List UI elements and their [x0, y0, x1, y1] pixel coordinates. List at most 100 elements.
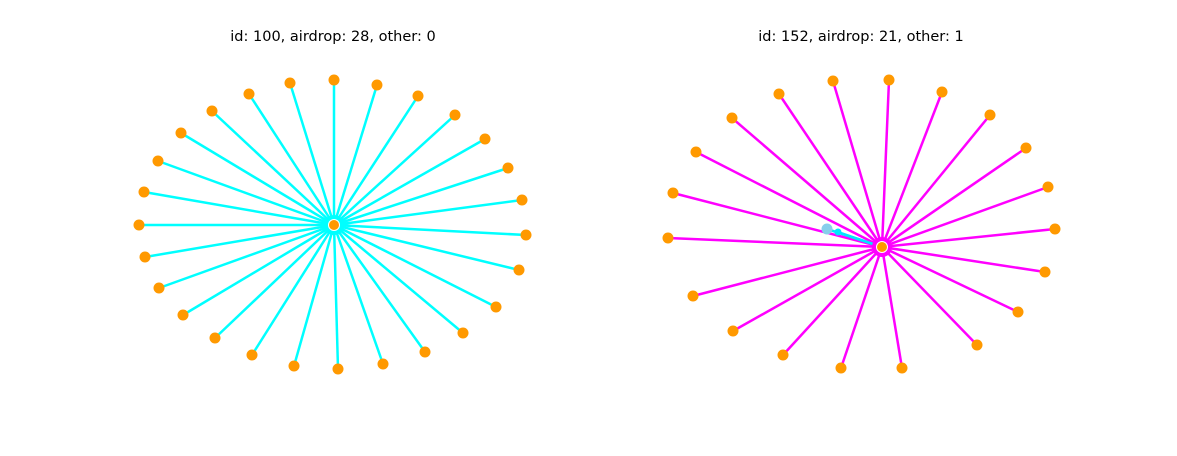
- node: [971, 339, 983, 351]
- edge: [333, 114, 456, 226]
- edge: [881, 246, 978, 346]
- edge: [880, 91, 944, 248]
- graph-panel: [662, 74, 1061, 374]
- edge: [880, 79, 891, 248]
- edge: [250, 224, 336, 356]
- edge: [695, 150, 883, 249]
- edge: [180, 131, 335, 227]
- edge: [332, 224, 340, 370]
- edge: [333, 198, 523, 227]
- node: [288, 360, 300, 372]
- edge: [333, 223, 497, 309]
- edge: [672, 191, 883, 249]
- node: [209, 332, 221, 344]
- edge: [831, 80, 884, 248]
- edge: [881, 146, 1027, 249]
- node: [377, 358, 389, 370]
- edge: [247, 93, 336, 226]
- node: [153, 282, 165, 294]
- node: [984, 109, 996, 121]
- edge: [881, 245, 1046, 274]
- edge: [144, 223, 335, 259]
- node: [1049, 223, 1061, 235]
- edge: [333, 166, 509, 227]
- edge: [143, 190, 335, 227]
- node: [328, 74, 340, 86]
- node: [502, 162, 514, 174]
- edge: [881, 185, 1049, 249]
- node: [520, 229, 532, 241]
- node: [1020, 142, 1032, 154]
- node: [687, 290, 699, 302]
- node: [412, 90, 424, 102]
- edge: [182, 223, 335, 317]
- edge: [333, 224, 464, 334]
- node: [821, 223, 833, 235]
- node: [139, 251, 151, 263]
- node: [835, 362, 847, 374]
- edge: [333, 223, 527, 237]
- edge: [839, 246, 884, 369]
- node: [133, 219, 145, 231]
- node: [727, 325, 739, 337]
- edge: [333, 137, 486, 227]
- node: [243, 88, 255, 100]
- node: [177, 309, 189, 321]
- graph-panel: [133, 74, 532, 375]
- node: [175, 127, 187, 139]
- edge: [880, 246, 904, 369]
- edge: [214, 224, 335, 339]
- edge: [777, 93, 884, 248]
- node: [883, 74, 895, 86]
- edge: [157, 159, 335, 227]
- node: [138, 186, 150, 198]
- node: [777, 349, 789, 361]
- edge: [158, 223, 335, 290]
- edge: [881, 114, 991, 248]
- edge: [292, 224, 336, 367]
- node: [726, 112, 738, 124]
- node: [896, 362, 908, 374]
- edge: [692, 245, 883, 298]
- node: [662, 232, 674, 244]
- node: [284, 77, 296, 89]
- edge: [732, 245, 883, 333]
- node: [516, 194, 528, 206]
- edge: [332, 224, 427, 353]
- node: [834, 228, 842, 236]
- node: [1039, 266, 1051, 278]
- node: [419, 346, 431, 358]
- node: [1012, 306, 1024, 318]
- edge: [333, 223, 520, 272]
- node: [332, 363, 344, 375]
- node: [206, 105, 218, 117]
- node: [667, 187, 679, 199]
- edge: [332, 224, 385, 365]
- node: [457, 327, 469, 339]
- edge: [332, 95, 420, 226]
- hub-node: [876, 241, 888, 253]
- edge: [211, 110, 335, 226]
- edge: [667, 236, 883, 249]
- node: [513, 264, 525, 276]
- edge: [881, 245, 1019, 314]
- node: [371, 79, 383, 91]
- node: [152, 155, 164, 167]
- node: [936, 86, 948, 98]
- node: [246, 349, 258, 361]
- node: [827, 75, 839, 87]
- edge: [881, 227, 1056, 249]
- node: [479, 133, 491, 145]
- panel-title: id: 100, airdrop: 28, other: 0: [230, 29, 435, 45]
- edge: [782, 246, 883, 356]
- edge: [731, 117, 883, 248]
- panel-title: id: 152, airdrop: 21, other: 1: [758, 29, 963, 45]
- node: [449, 109, 461, 121]
- node: [773, 88, 785, 100]
- edge: [332, 84, 379, 226]
- edge: [288, 82, 336, 226]
- node: [490, 301, 502, 313]
- hub-node: [328, 219, 340, 231]
- node: [690, 146, 702, 158]
